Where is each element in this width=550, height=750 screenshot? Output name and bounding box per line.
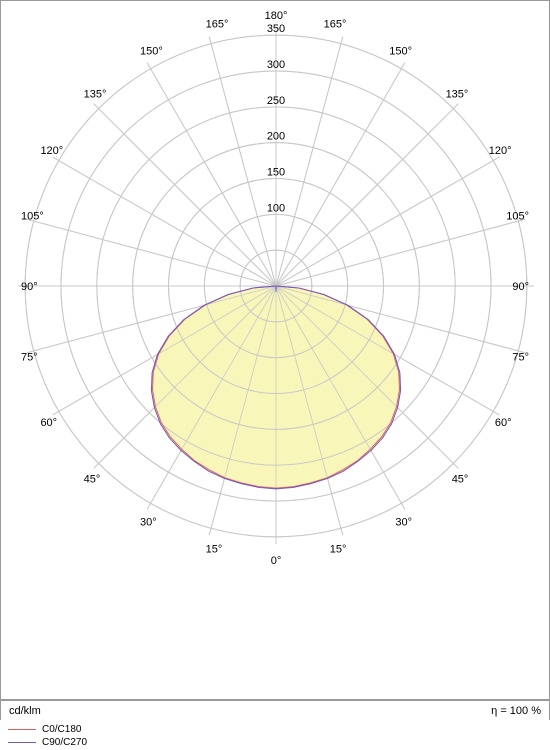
legend-item: C0/C180 [8, 723, 542, 736]
svg-text:60°: 60° [40, 417, 57, 429]
svg-text:15°: 15° [206, 544, 223, 556]
svg-text:150°: 150° [389, 45, 412, 57]
svg-text:250: 250 [267, 95, 285, 107]
chart-footer: cd/klm η = 100 % [0, 700, 550, 720]
legend-label: C0/C180 [42, 724, 81, 735]
legend-label: C90/C270 [42, 737, 87, 748]
svg-text:300: 300 [267, 59, 285, 71]
svg-text:105°: 105° [21, 211, 44, 223]
unit-label: cd/klm [9, 705, 41, 717]
svg-text:165°: 165° [324, 18, 347, 30]
svg-text:350: 350 [267, 23, 285, 35]
svg-text:45°: 45° [84, 473, 101, 485]
legend-swatch [8, 729, 36, 730]
svg-text:200: 200 [267, 131, 285, 143]
legend-swatch [8, 742, 36, 743]
svg-text:135°: 135° [84, 89, 107, 101]
legend: C0/C180 C90/C270 [0, 720, 550, 749]
polar-chart: 100 150 200 250 300 350 0° 15° 15° 30° 30° 45° 45° 60… [0, 0, 550, 700]
svg-text:180°: 180° [265, 10, 288, 22]
svg-text:135°: 135° [446, 89, 469, 101]
legend-item: C90/C270 [8, 736, 542, 749]
svg-text:90°: 90° [512, 281, 529, 293]
svg-text:15°: 15° [330, 544, 347, 556]
svg-text:150: 150 [267, 167, 285, 179]
svg-text:100: 100 [267, 202, 285, 214]
svg-text:165°: 165° [206, 18, 229, 30]
svg-text:150°: 150° [140, 45, 163, 57]
svg-text:90°: 90° [21, 281, 38, 293]
svg-text:75°: 75° [512, 351, 529, 363]
chart-container: 100 150 200 250 300 350 0° 15° 15° 30° 30° 45° 45° 60… [0, 0, 550, 750]
svg-text:30°: 30° [140, 517, 157, 529]
svg-text:45°: 45° [452, 473, 469, 485]
svg-text:0°: 0° [271, 555, 282, 567]
polar-chart-svg: 100 150 200 250 300 350 0° 15° 15° 30° 30° 45° 45° 60… [1, 1, 549, 699]
svg-text:120°: 120° [489, 145, 512, 157]
svg-text:75°: 75° [21, 351, 38, 363]
svg-text:105°: 105° [506, 211, 529, 223]
svg-text:60°: 60° [495, 417, 512, 429]
efficiency-label: η = 100 % [491, 705, 541, 717]
svg-text:120°: 120° [40, 145, 63, 157]
svg-text:30°: 30° [395, 517, 412, 529]
